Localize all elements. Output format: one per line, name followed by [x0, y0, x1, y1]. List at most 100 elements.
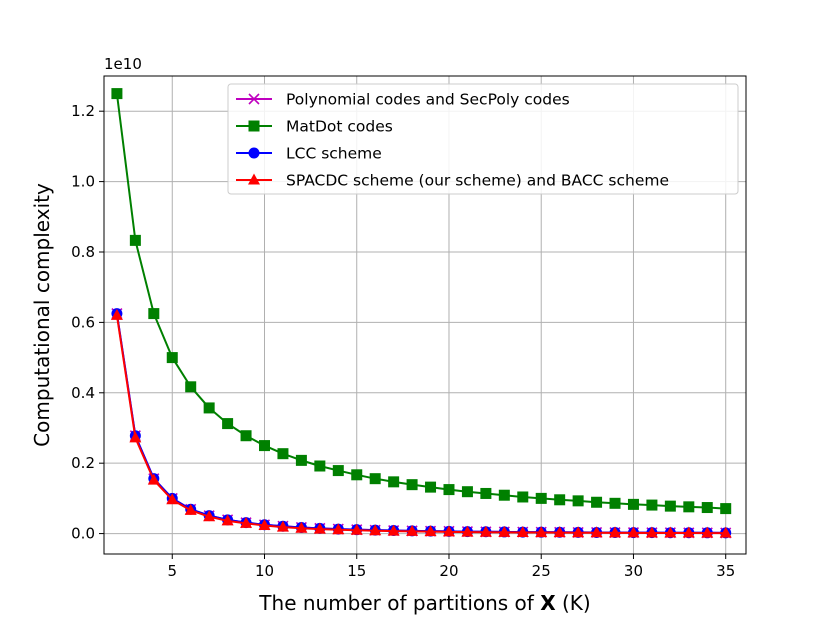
data-point: [479, 525, 492, 537]
legend-frame: [227, 83, 739, 195]
data-point: [314, 460, 326, 472]
data-point: [276, 520, 289, 532]
legend-label: Polynomial codes and SecPoly codes: [286, 91, 570, 109]
x-axis-label-bold: X: [540, 591, 556, 615]
data-point: [166, 352, 178, 364]
x-tick-label: 10: [255, 562, 274, 580]
data-point: [701, 526, 714, 538]
data-point: [664, 526, 677, 538]
data-point: [110, 308, 123, 320]
data-point: [609, 497, 621, 509]
data-point: [221, 514, 234, 526]
data-point: [313, 522, 326, 534]
data-point: [645, 526, 658, 538]
data-point: [498, 525, 511, 537]
data-point: [683, 501, 695, 513]
x-axis-label-suffix: (K): [556, 591, 591, 615]
x-tick-label: 25: [532, 562, 551, 580]
data-point: [627, 498, 639, 510]
plot-frame: [103, 75, 747, 555]
data-point: [406, 479, 418, 491]
legend-item: SPACDC scheme (our scheme) and BACC sche…: [236, 172, 669, 190]
data-point: [572, 526, 585, 538]
data-point: [646, 499, 658, 511]
legend-marker: [248, 93, 260, 105]
legend-label: LCC scheme: [286, 145, 382, 163]
data-point: [387, 524, 400, 536]
data-point: [442, 525, 455, 537]
data-point: [701, 502, 713, 514]
data-point: [332, 523, 345, 535]
data-point: [295, 454, 307, 466]
data-point: [517, 491, 529, 503]
y-tick-label: 0.0: [71, 525, 95, 543]
data-point: [185, 381, 197, 393]
y-offset-label: 1e10: [104, 55, 142, 73]
x-tick-label: 20: [439, 562, 458, 580]
data-point: [609, 526, 622, 538]
legend-item: MatDot codes: [236, 118, 393, 136]
data-point: [553, 526, 566, 538]
legend-item: LCC scheme: [236, 145, 382, 163]
data-point: [203, 510, 216, 522]
data-point: [148, 308, 160, 320]
legend-marker: [248, 173, 260, 185]
data-point: [332, 465, 344, 477]
y-tick-label: 0.6: [71, 313, 95, 331]
data-point: [590, 526, 603, 538]
data-point: [259, 440, 270, 452]
legend: Polynomial codes and SecPoly codes MatDot…: [227, 83, 739, 195]
legend-marker: [248, 120, 260, 132]
y-axis-label: Computational complexity: [30, 183, 54, 447]
x-axis-label: The number of partitions of X (K): [258, 591, 590, 615]
data-point: [295, 521, 308, 533]
data-point: [720, 503, 732, 515]
data-point: [719, 526, 732, 538]
data-point: [498, 489, 510, 501]
legend-label: MatDot codes: [286, 118, 393, 136]
legend-item: Polynomial codes and SecPoly codes: [236, 91, 570, 109]
data-point: [129, 234, 141, 246]
data-point: [351, 469, 363, 481]
data-point: [369, 473, 381, 485]
data-point: [425, 481, 437, 493]
data-point: [424, 525, 437, 537]
data-point: [682, 526, 695, 538]
data-point: [480, 487, 492, 499]
y-tick-label: 0.8: [71, 243, 95, 261]
series-line: [115, 315, 726, 535]
data-point: [461, 486, 473, 498]
data-point: [516, 525, 529, 537]
x-tick-label: 35: [716, 562, 735, 580]
data-point: [406, 524, 419, 536]
data-point: [222, 418, 234, 430]
x-axis-label-prefix: The number of partitions of: [258, 591, 540, 615]
data-point: [535, 526, 548, 538]
data-point: [443, 484, 455, 496]
series-3: [110, 308, 732, 538]
data-point: [591, 496, 603, 508]
ticks: 5 10 15 20 25 30 35 0.0 0.2 0.4 0.6 0.8 1.0 1.2: [71, 102, 735, 580]
data-point: [535, 492, 547, 504]
data-point: [129, 431, 142, 443]
y-tick-label: 1.0: [71, 173, 95, 191]
data-point: [554, 494, 566, 506]
x-tick-label: 5: [167, 562, 177, 580]
y-tick-label: 1.2: [71, 102, 95, 120]
x-tick-label: 30: [624, 562, 643, 580]
y-tick-label: 0.4: [71, 384, 95, 402]
data-point: [461, 525, 474, 537]
data-point: [147, 473, 160, 485]
x-tick-label: 15: [347, 562, 366, 580]
data-point: [203, 402, 215, 414]
data-point: [627, 526, 640, 538]
data-point: [166, 493, 179, 505]
y-tick-label: 0.2: [71, 454, 95, 472]
data-point: [572, 495, 584, 507]
series-1: [111, 88, 732, 515]
data-point: [350, 523, 363, 535]
data-point: [277, 448, 289, 460]
legend-label: SPACDC scheme (our scheme) and BACC sche…: [286, 172, 669, 190]
data-point: [184, 503, 197, 515]
